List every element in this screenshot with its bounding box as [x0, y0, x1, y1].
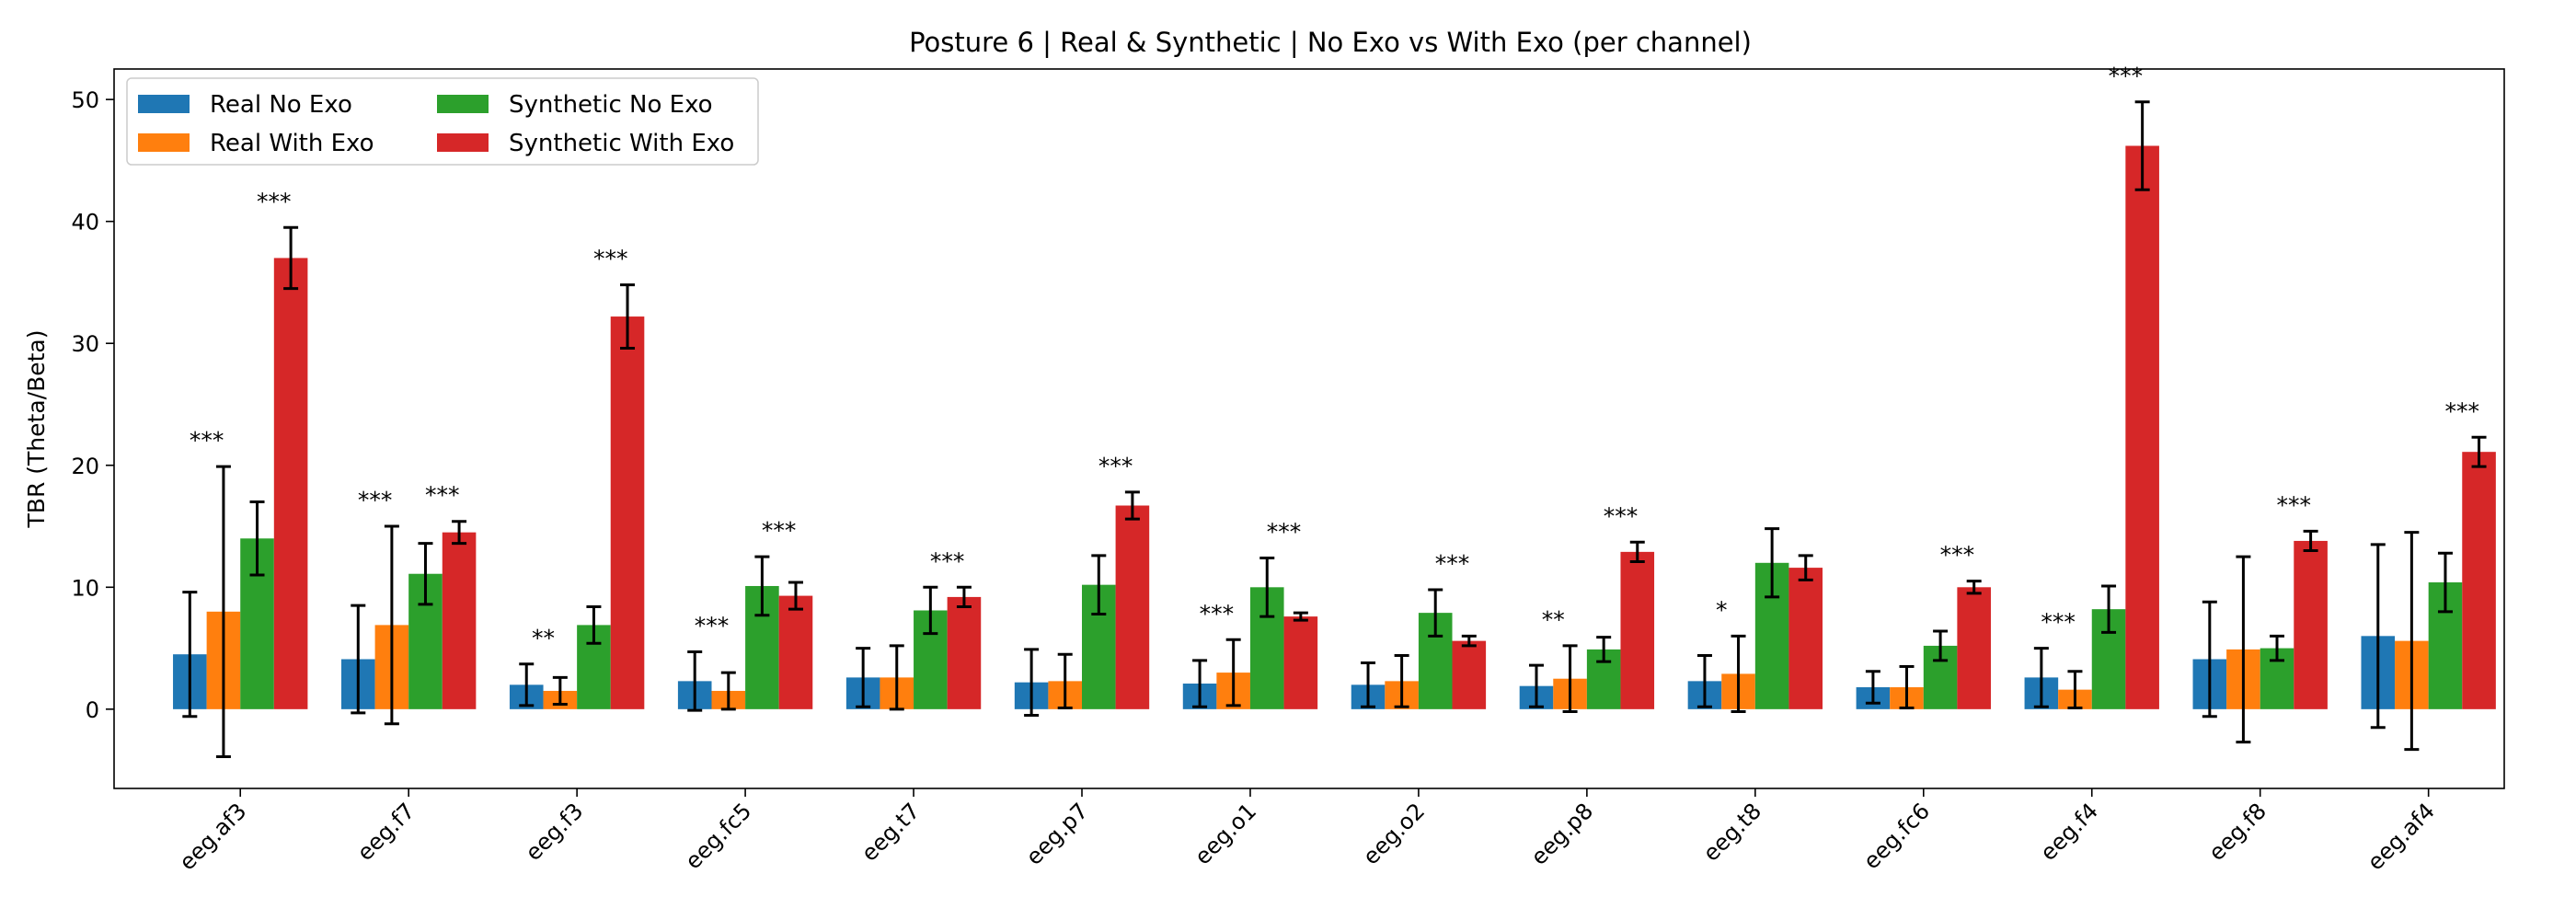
significance-marker: ***: [1604, 502, 1639, 529]
significance-marker: ***: [695, 613, 730, 639]
y-tick-label-0: 0: [86, 697, 99, 723]
significance-marker: **: [532, 625, 555, 651]
legend-label-1: Real With Exo: [210, 130, 374, 157]
legend-swatch-3: [437, 133, 489, 152]
bar-eeg.o1-series-3: [1283, 616, 1318, 709]
significance-marker: ***: [762, 517, 797, 544]
y-tick-label-10: 10: [71, 575, 99, 601]
legend-label-2: Synthetic No Exo: [509, 91, 713, 119]
legend-swatch-0: [138, 95, 190, 113]
significance-marker: ***: [2041, 609, 2076, 636]
bar-eeg.t8-series-3: [1788, 568, 1823, 709]
bar-eeg.t7-series-3: [947, 596, 982, 709]
significance-marker: ***: [425, 482, 460, 509]
significance-marker: *: [1716, 596, 1728, 623]
bar-eeg.fc5-series-3: [778, 595, 813, 709]
y-axis-label: TBR (Theta/Beta): [23, 330, 50, 529]
bar-eeg.p7-series-3: [1115, 505, 1150, 709]
significance-marker: ***: [2277, 491, 2312, 518]
bar-eeg.f7-series-3: [442, 532, 477, 709]
y-tick-label-40: 40: [71, 210, 99, 236]
significance-marker: ***: [1200, 600, 1235, 627]
bar-eeg.p8-series-3: [1620, 551, 1655, 709]
bar-eeg.af3-series-3: [273, 258, 308, 709]
significance-marker: ***: [1435, 550, 1470, 577]
significance-marker: ***: [2109, 63, 2144, 89]
significance-marker: ***: [358, 487, 393, 513]
significance-marker: ***: [1098, 453, 1133, 479]
bar-eeg.fc6-series-3: [1957, 587, 1991, 709]
legend-label-0: Real No Exo: [210, 91, 352, 119]
y-tick-label-50: 50: [71, 87, 99, 113]
legend-box: [126, 77, 759, 166]
significance-marker: ***: [593, 246, 628, 272]
bar-eeg.af4-series-3: [2462, 452, 2496, 709]
significance-marker: ***: [1940, 542, 1975, 569]
significance-marker: ***: [1267, 518, 1302, 545]
legend-swatch-1: [138, 133, 190, 152]
significance-marker: **: [1542, 606, 1565, 633]
bar-eeg.f8-series-3: [2294, 540, 2328, 709]
legend: Real No Exo Real With Exo Synthetic No Exo…: [126, 77, 759, 166]
legend-swatch-2: [437, 95, 489, 113]
bar-eeg.f4-series-3: [2125, 145, 2159, 709]
chart-title: Posture 6 | Real & Synthetic | No Exo vs…: [909, 27, 1752, 58]
plot-area: ********* *******************************…: [71, 63, 2505, 875]
plot-frame: [113, 68, 2505, 789]
significance-marker: ***: [2445, 397, 2480, 424]
significance-marker: ***: [930, 547, 965, 574]
significance-marker: ***: [190, 427, 224, 454]
bar-eeg.o2-series-3: [1452, 640, 1487, 709]
y-tick-label-30: 30: [71, 331, 99, 357]
y-tick-label-20: 20: [71, 454, 99, 479]
legend-label-3: Synthetic With Exo: [509, 130, 734, 157]
significance-marker: ***: [257, 188, 292, 214]
bar-eeg.f3-series-3: [610, 316, 645, 709]
